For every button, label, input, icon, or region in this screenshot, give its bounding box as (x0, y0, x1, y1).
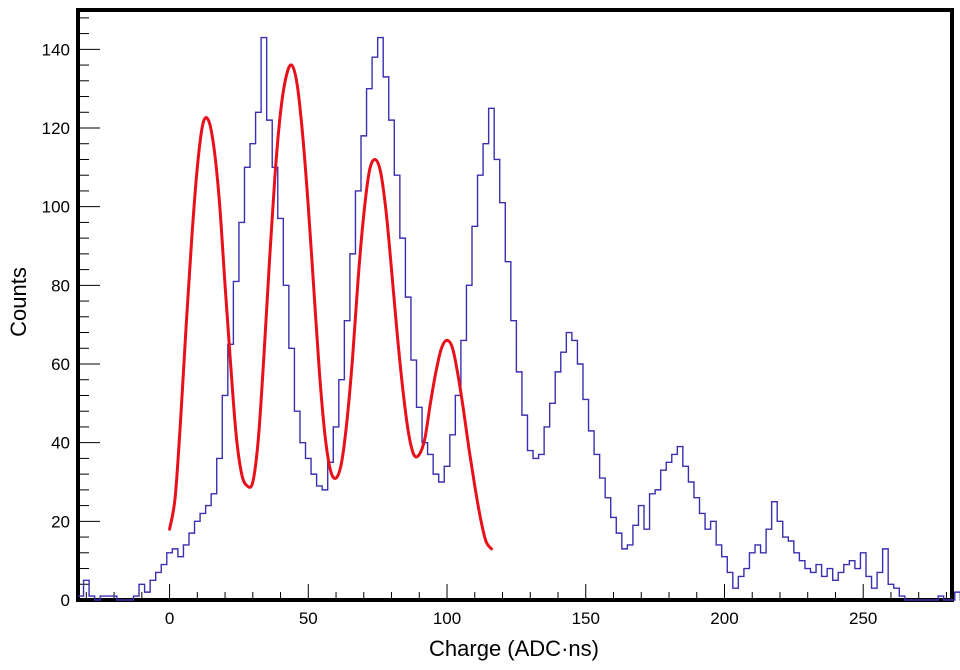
x-tick-label: 150 (572, 609, 600, 628)
x-tick-label: 100 (433, 609, 461, 628)
x-axis-title: Charge (ADC·ns) (429, 636, 599, 661)
x-tick-label: 0 (165, 609, 174, 628)
x-tick-label: 50 (299, 609, 318, 628)
histogram-series (78, 36, 960, 601)
y-tick-label: 140 (42, 40, 70, 59)
labels-layer: 0 20 40 60 80 100 120 140 0 50 100 150 200 250 (42, 40, 878, 628)
x-tick-label: 200 (710, 609, 738, 628)
plot-frame (76, 8, 954, 602)
y-tick-label: 0 (61, 591, 70, 610)
fit-curve (168, 63, 493, 551)
x-tick-label: 250 (849, 609, 877, 628)
y-axis-title: Counts (6, 267, 31, 337)
y-tick-label: 20 (51, 512, 70, 531)
y-tick-label: 120 (42, 119, 70, 138)
y-tick-label: 100 (42, 198, 70, 217)
data-layer (78, 36, 960, 601)
y-tick-label: 80 (51, 276, 70, 295)
axis-layer (76, 8, 954, 602)
y-tick-label: 60 (51, 355, 70, 374)
ticks-layer (78, 17, 947, 601)
y-tick-label: 40 (51, 434, 70, 453)
